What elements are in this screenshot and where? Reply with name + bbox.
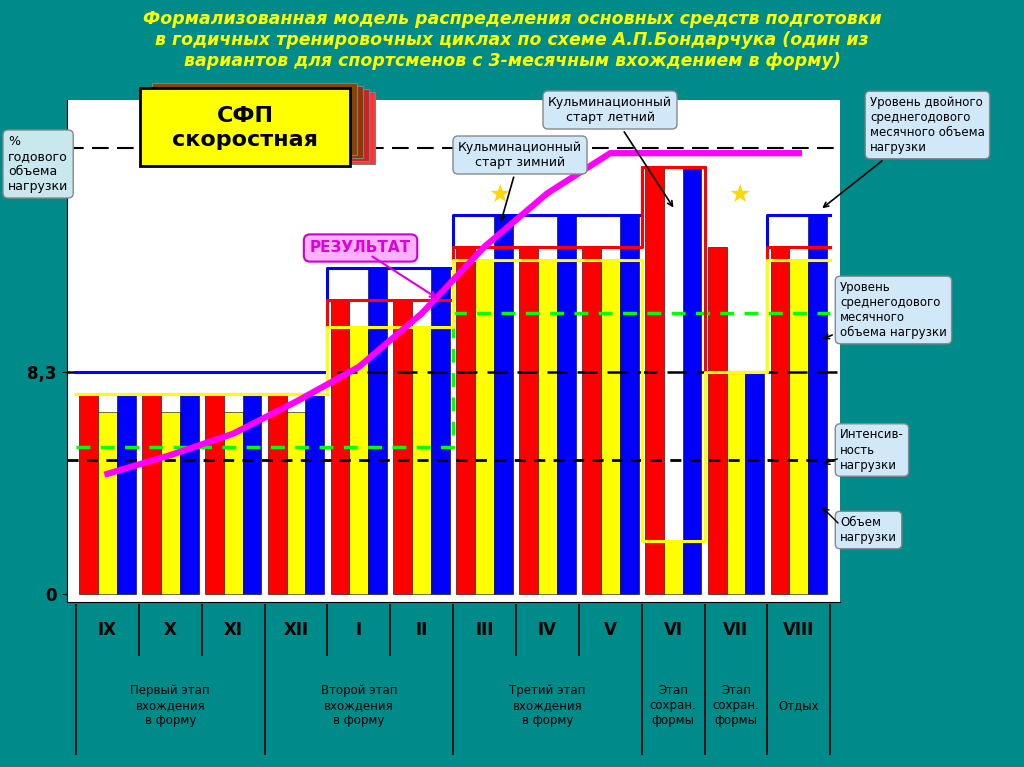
Bar [475,260,494,594]
Text: VIII: VIII [783,621,814,639]
Bar [142,393,161,594]
Bar [431,268,450,594]
Text: Этап
сохран.
формы: Этап сохран. формы [650,684,696,727]
Bar [152,83,357,155]
Text: Кульминационный
старт зимний: Кульминационный старт зимний [458,141,582,221]
Text: СФП
скоростная: СФП скоростная [172,107,318,150]
Bar [538,260,557,594]
Bar [708,247,727,594]
Text: Уровень двойного
среднегодового
месячного объема
нагрузки: Уровень двойного среднегодового месячног… [823,96,985,207]
Bar [601,260,620,594]
Text: Объем
нагрузки: Объем нагрузки [840,516,897,544]
Text: XI: XI [223,621,243,639]
Bar [745,372,764,594]
Bar [582,247,601,594]
Bar [393,300,413,594]
Text: %
годового
объема
нагрузки: % годового объема нагрузки [8,135,69,193]
Text: VII: VII [723,621,749,639]
Bar [158,86,362,158]
Bar [770,247,790,594]
Text: Формализованная модель распределения основных средств подготовки
в годичных трен: Формализованная модель распределения осн… [142,11,882,70]
Bar [645,166,664,594]
Text: VI: VI [664,621,683,639]
Text: Первый этап
вхождения
в форму: Первый этап вхождения в форму [130,684,210,727]
Text: ★: ★ [488,183,511,207]
Bar [179,393,199,594]
Bar [267,393,287,594]
Bar [790,260,808,594]
Text: Интенсив-
ность
нагрузки: Интенсив- ность нагрузки [840,429,904,472]
Text: III: III [475,621,494,639]
Bar [494,215,513,594]
Bar [243,393,261,594]
Bar [79,393,98,594]
Text: Этап
сохран.
формы: Этап сохран. формы [713,684,760,727]
Bar [413,327,431,594]
Bar [117,393,136,594]
Bar [98,413,117,594]
Text: Третий этап
вхождения
в форму: Третий этап вхождения в форму [509,684,586,727]
Bar [349,327,369,594]
Text: Отдых: Отдых [778,700,819,712]
Bar [223,413,243,594]
Bar [808,215,827,594]
Bar [170,92,375,164]
Text: РЕЗУЛЬТАТ: РЕЗУЛЬТАТ [310,241,411,255]
Bar [664,541,683,594]
Bar [164,89,369,161]
Bar [331,300,349,594]
Bar [205,393,223,594]
Bar [457,247,475,594]
Bar [727,372,745,594]
Bar [161,413,179,594]
Text: Второй этап
вхождения
в форму: Второй этап вхождения в форму [321,684,397,727]
Bar [140,88,350,166]
Text: Кульминационный
старт летний: Кульминационный старт летний [548,96,673,206]
Text: I: I [355,621,361,639]
Text: V: V [604,621,616,639]
Text: X: X [164,621,177,639]
Text: Уровень
среднегодового
месячного
объема нагрузки: Уровень среднегодового месячного объема … [824,281,947,339]
Bar [683,166,701,594]
Text: XII: XII [284,621,308,639]
Bar [519,247,538,594]
Text: IV: IV [538,621,557,639]
Bar [369,268,387,594]
Bar [557,215,575,594]
Bar [620,215,639,594]
Text: ★: ★ [729,183,752,207]
Bar [287,413,305,594]
Text: II: II [416,621,428,639]
Bar [305,393,325,594]
Text: IX: IX [98,621,117,639]
